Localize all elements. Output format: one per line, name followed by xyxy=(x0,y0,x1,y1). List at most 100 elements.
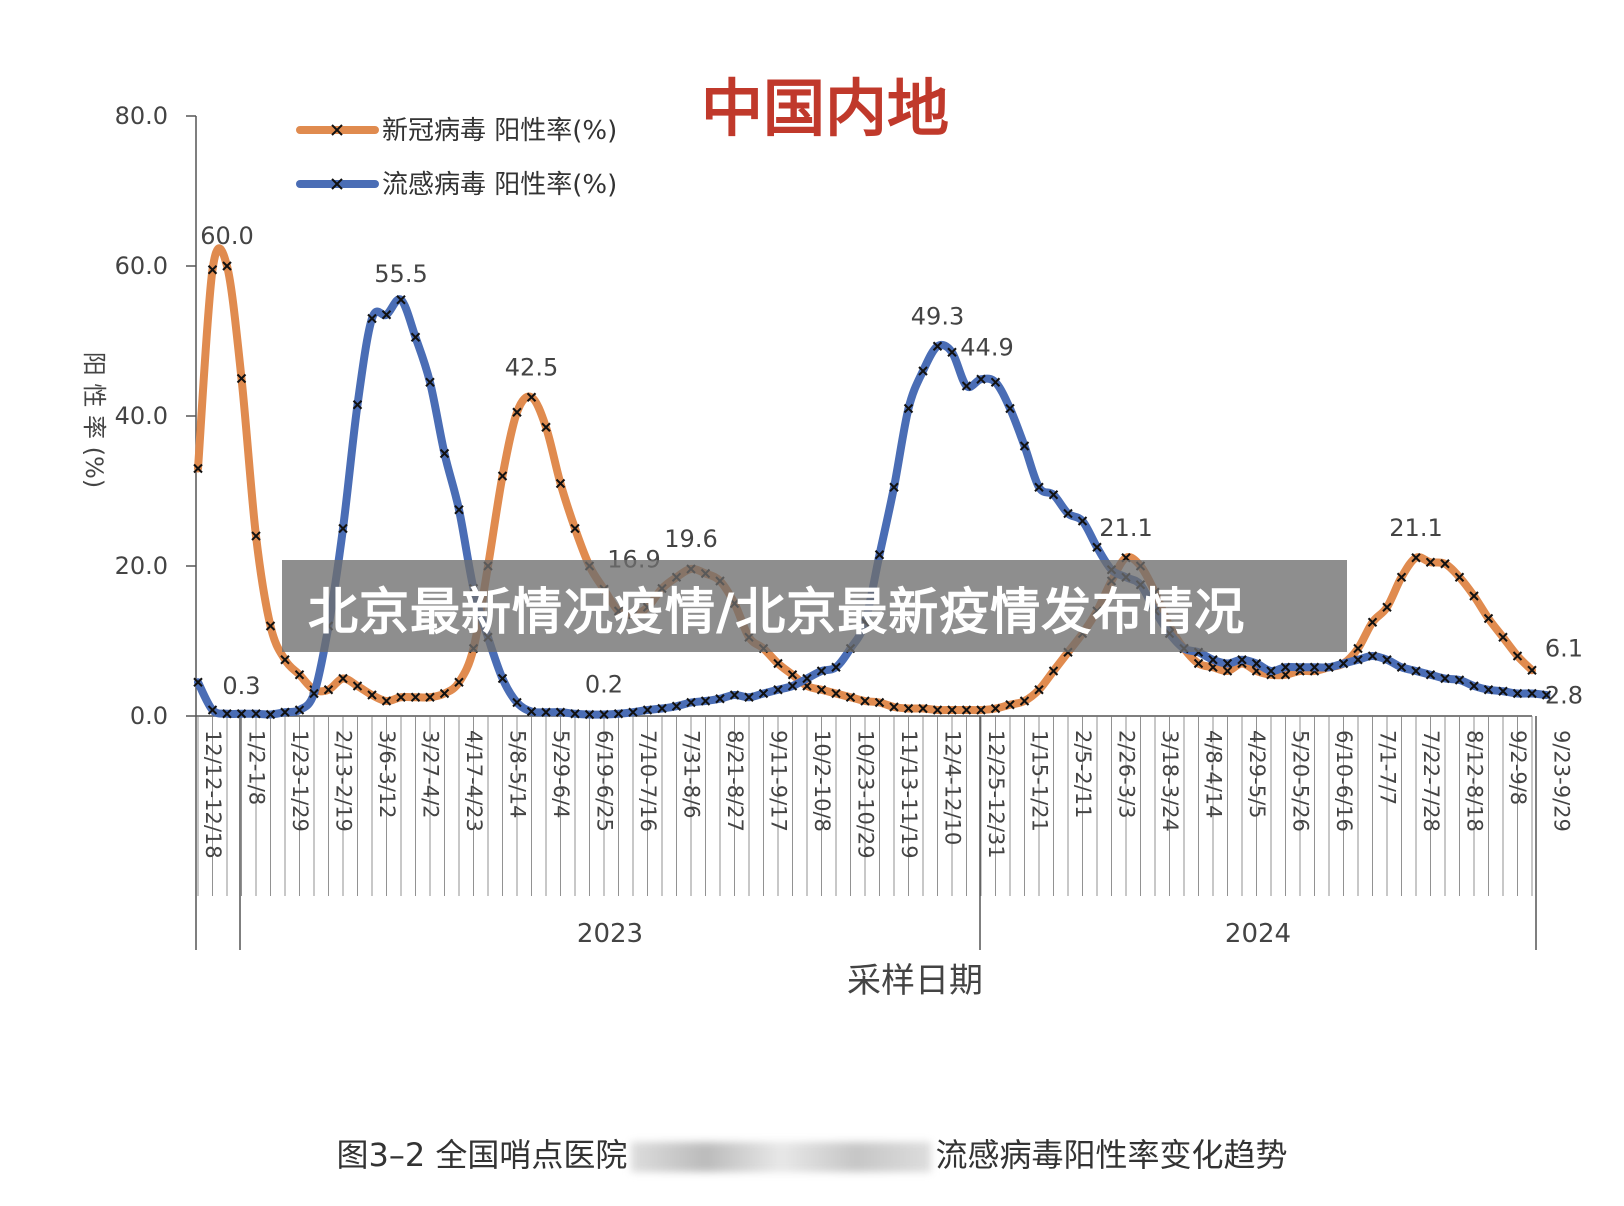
data-point xyxy=(193,463,203,474)
data-point xyxy=(584,709,595,720)
data-point xyxy=(1019,441,1030,451)
data-point xyxy=(1019,696,1030,706)
data-point xyxy=(1454,675,1465,685)
x-tick-label: 9/2-9/8 xyxy=(1506,730,1530,805)
x-tick-label: 12/25-12/31 xyxy=(984,730,1008,859)
data-point xyxy=(744,692,754,702)
data-point xyxy=(1483,685,1494,695)
data-point xyxy=(889,482,899,492)
x-tick-label: 2/5-2/11 xyxy=(1071,730,1095,819)
x-axis-label: 采样日期 xyxy=(847,961,983,1001)
data-point xyxy=(831,662,841,672)
x-tick-label: 4/17-4/23 xyxy=(462,730,486,832)
data-point xyxy=(816,685,827,695)
data-point xyxy=(1469,591,1479,601)
x-tick-label: 12/12-12/18 xyxy=(201,730,225,859)
legend-label: 流感病毒 阳性率(%) xyxy=(382,170,617,200)
data-point xyxy=(990,377,1001,387)
data-point xyxy=(990,703,1001,714)
legend-label: 新冠病毒 阳性率(%) xyxy=(382,116,617,146)
data-point xyxy=(236,373,247,384)
data-point xyxy=(1440,559,1450,569)
data-label: 2.8 xyxy=(1545,682,1583,710)
data-point xyxy=(1425,557,1436,567)
data-point xyxy=(918,703,928,714)
data-point xyxy=(1005,403,1015,414)
x-tick-label: 5/8-5/14 xyxy=(506,730,530,819)
data-point xyxy=(251,709,261,719)
data-point xyxy=(932,341,943,351)
data-point xyxy=(1077,516,1088,526)
data-point xyxy=(512,407,522,417)
data-point xyxy=(541,422,551,432)
y-tick-label: 80.0 xyxy=(115,102,168,130)
data-point xyxy=(425,377,435,387)
y-tick-label: 60.0 xyxy=(115,252,168,280)
data-point xyxy=(1353,643,1363,654)
data-point xyxy=(1512,651,1523,661)
data-point xyxy=(787,681,798,691)
data-point xyxy=(1034,685,1044,695)
data-point xyxy=(1469,681,1479,691)
data-point xyxy=(555,707,566,717)
data-point xyxy=(1396,662,1407,672)
x-tick-label: 11/13-11/19 xyxy=(897,730,921,859)
caption-blurred-region xyxy=(631,1142,932,1172)
data-point xyxy=(1208,655,1218,665)
data-point xyxy=(845,692,856,702)
x-tick-label: 8/12-8/18 xyxy=(1463,730,1487,832)
data-point xyxy=(541,707,551,717)
legend-entry: 新冠病毒 阳性率(%) xyxy=(296,116,617,146)
y-tick-label: 20.0 xyxy=(115,552,168,580)
data-point xyxy=(628,707,638,717)
y-tick-label: 40.0 xyxy=(115,402,168,430)
x-tick-label: 10/2-10/8 xyxy=(810,730,834,832)
data-point xyxy=(802,673,812,684)
data-point xyxy=(889,702,899,712)
data-point xyxy=(729,690,740,700)
data-label: 21.1 xyxy=(1099,514,1152,542)
data-point xyxy=(1063,508,1073,519)
data-point xyxy=(816,666,827,676)
data-point xyxy=(1498,632,1508,642)
data-point xyxy=(1193,658,1204,669)
data-point xyxy=(947,347,957,357)
x-tick-label: 7/22-7/28 xyxy=(1419,730,1443,832)
data-label: 44.9 xyxy=(960,333,1013,361)
x-tick-label: 1/2-1/8 xyxy=(245,730,269,805)
data-point xyxy=(251,531,261,541)
data-point xyxy=(787,670,798,680)
data-point xyxy=(265,709,276,720)
data-label: 19.6 xyxy=(664,525,717,553)
x-tick-label: 2/26-3/3 xyxy=(1115,730,1139,819)
x-tick-label: 5/29-6/4 xyxy=(549,730,573,819)
data-point xyxy=(1309,662,1320,672)
data-point xyxy=(1005,700,1015,710)
data-point xyxy=(1527,688,1537,699)
data-point xyxy=(903,703,914,714)
overlay-banner-text: 北京最新情况疫情/北京最新疫情发布情况 xyxy=(308,583,1246,641)
data-point xyxy=(1266,666,1276,676)
x-tick-label: 9/11-9/17 xyxy=(767,730,791,832)
data-point xyxy=(309,688,319,699)
data-point xyxy=(1425,670,1436,680)
data-point xyxy=(425,692,435,702)
data-point xyxy=(1222,658,1233,669)
data-point xyxy=(193,677,203,687)
data-point xyxy=(715,694,725,704)
data-point xyxy=(642,705,653,715)
x-tick-label: 2/13-2/19 xyxy=(332,730,356,832)
data-point xyxy=(918,366,928,376)
data-point xyxy=(1382,655,1392,665)
x-tick-label: 9/23-9/29 xyxy=(1550,730,1574,832)
data-point xyxy=(599,709,609,720)
data-point xyxy=(671,701,682,711)
data-label: 0.2 xyxy=(585,671,623,699)
data-point xyxy=(1512,688,1523,699)
x-tick-label: 7/1-7/7 xyxy=(1376,730,1400,805)
data-point xyxy=(410,692,421,702)
data-point xyxy=(570,709,580,719)
data-label: 42.5 xyxy=(505,353,558,381)
data-point xyxy=(512,697,522,708)
data-point xyxy=(555,478,566,489)
